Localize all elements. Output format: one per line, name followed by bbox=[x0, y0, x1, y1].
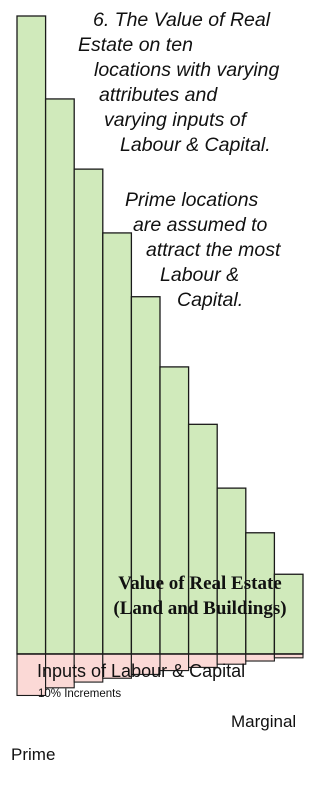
note-line: Labour & bbox=[160, 264, 240, 286]
value-label-line2: (Land and Buildings) bbox=[113, 598, 287, 619]
real-estate-bar-1 bbox=[16, 15, 47, 655]
title-line: Estate on ten bbox=[78, 34, 193, 56]
note-line: attract the most bbox=[146, 239, 281, 261]
real-estate-bar-8 bbox=[216, 487, 247, 655]
inputs-bar-3 bbox=[73, 653, 104, 683]
note-line: Prime locations bbox=[125, 189, 259, 211]
prime-label: Prime bbox=[11, 745, 56, 764]
value-label-line1: Value of Real Estate bbox=[118, 573, 282, 594]
real-estate-bar-10 bbox=[273, 573, 304, 655]
real-estate-bar-2 bbox=[44, 98, 75, 655]
value-of-real-estate-label: Value of Real Estate (Land and Buildings… bbox=[84, 571, 316, 621]
real-estate-bar-6 bbox=[159, 366, 190, 655]
title-line: locations with varying bbox=[94, 59, 280, 81]
inputs-bar-9 bbox=[245, 653, 275, 662]
marginal-label: Marginal bbox=[231, 712, 297, 731]
title-line: 6. The Value of Real bbox=[93, 9, 271, 31]
title-line: Labour & Capital. bbox=[120, 134, 271, 156]
note-line: are assumed to bbox=[133, 214, 268, 236]
inputs-label: Inputs of Labour & Capital bbox=[37, 661, 246, 681]
note-line: Capital. bbox=[177, 289, 244, 311]
title-line: varying inputs of bbox=[104, 109, 246, 131]
inputs-bar-2 bbox=[45, 653, 75, 689]
increments-label: 10% Increments bbox=[38, 688, 122, 700]
title-line: attributes and bbox=[99, 84, 218, 106]
